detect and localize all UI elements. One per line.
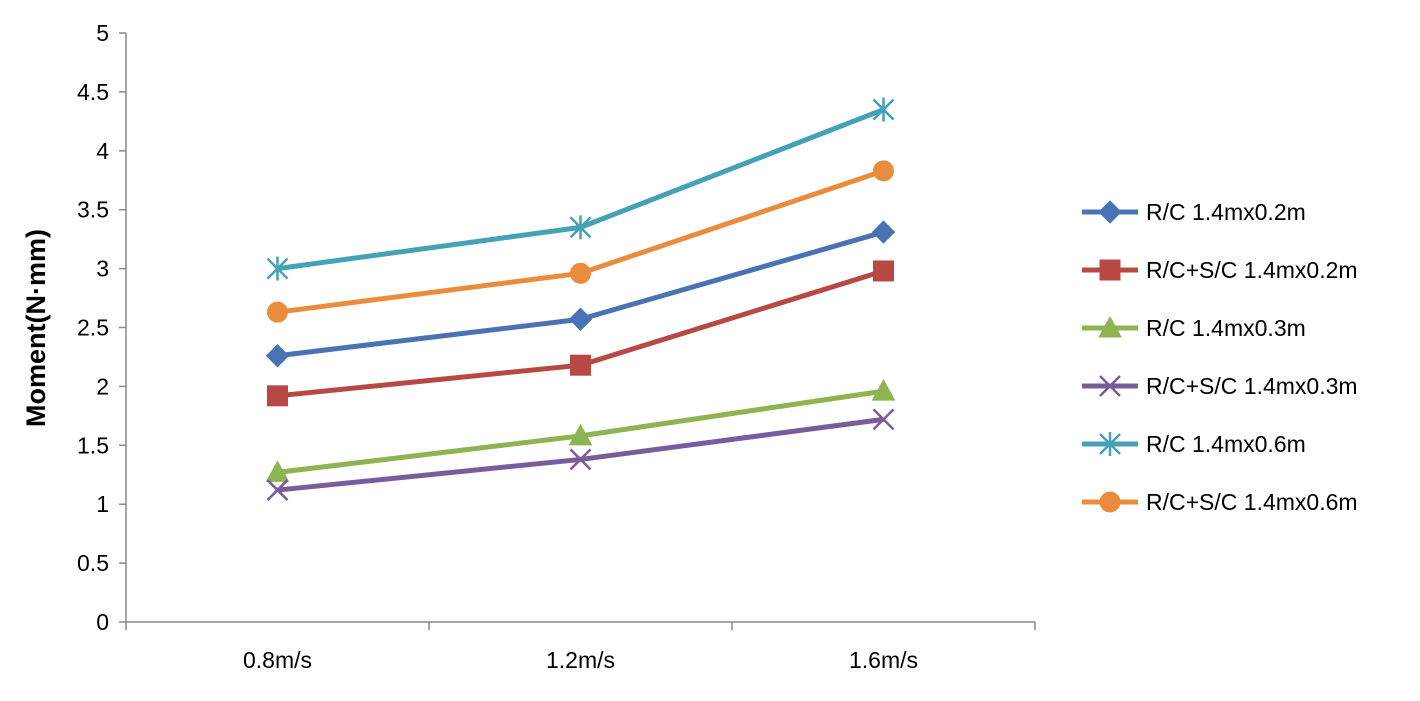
legend-label: R/C+S/C 1.4mx0.2m (1146, 257, 1358, 283)
x-tick-label: 1.6m/s (849, 647, 918, 673)
data-point-legend (1099, 432, 1121, 456)
x-tick-label: 1.2m/s (546, 647, 615, 673)
y-tick-label: 2 (96, 373, 109, 399)
y-tick-label: 4.5 (77, 79, 109, 105)
data-point (266, 256, 289, 281)
data-point (873, 160, 894, 182)
legend-label: R/C 1.4mx0.6m (1146, 431, 1306, 457)
data-point (267, 385, 288, 407)
legend: R/C 1.4mx0.2m R/C+S/C 1.4mx0.2m R/C 1.4mx0… (1082, 199, 1358, 515)
legend-item: R/C 1.4mx0.2m (1082, 199, 1306, 225)
data-point-legend (1099, 491, 1121, 513)
data-point-legend (1099, 375, 1121, 397)
data-point (570, 354, 591, 376)
data-point (872, 408, 895, 431)
series-6 (267, 160, 894, 323)
data-point (267, 301, 288, 323)
y-tick-label: 1.5 (77, 432, 109, 458)
series-line (277, 168, 885, 315)
legend-label: R/C 1.4mx0.2m (1146, 199, 1306, 225)
x-tick-label: 0.8m/s (243, 647, 312, 673)
y-tick-label: 0.5 (77, 550, 109, 576)
y-tick-label: 4 (96, 138, 109, 164)
data-point (266, 479, 289, 501)
legend-item: R/C 1.4mx0.6m (1082, 431, 1306, 457)
y-tick-label: 3.5 (77, 197, 109, 223)
data-point (568, 307, 593, 331)
series-1 (265, 220, 896, 368)
data-point (570, 262, 591, 284)
legend-item: R/C+S/C 1.4mx0.2m (1082, 257, 1358, 283)
data-point (873, 260, 894, 282)
y-axis-title: Moment(N·mm) (21, 229, 51, 427)
axes: 0 0.5 1 1.5 2 2.5 3 3.5 4 4.5 5 0.8m/s 1.2m/s 1.6m/s (77, 20, 1036, 673)
legend-item: R/C+S/C 1.4mx0.6m (1082, 489, 1358, 515)
data-point-legend (1099, 259, 1121, 281)
series-5 (266, 97, 895, 281)
series-lines (265, 97, 896, 501)
legend-item: R/C+S/C 1.4mx0.3m (1082, 373, 1358, 399)
data-point (569, 215, 592, 240)
data-point-legend (1098, 200, 1122, 224)
y-tick-label: 5 (96, 20, 109, 46)
data-point (265, 344, 290, 368)
data-point (871, 379, 896, 401)
data-point (568, 423, 593, 446)
series-3 (265, 379, 896, 482)
legend-label: R/C 1.4mx0.3m (1146, 315, 1306, 341)
data-point (569, 448, 592, 471)
series-2 (267, 260, 894, 407)
data-point-legend (1098, 315, 1122, 338)
legend-label: R/C+S/C 1.4mx0.3m (1146, 373, 1358, 399)
y-tick-label: 1 (96, 491, 109, 517)
legend-label: R/C+S/C 1.4mx0.6m (1146, 489, 1358, 515)
y-tick-label: 2.5 (77, 315, 109, 341)
data-point (871, 220, 896, 244)
series-line (277, 268, 885, 399)
data-point (265, 460, 290, 482)
y-tick-label: 3 (96, 256, 109, 282)
series-line (277, 229, 885, 359)
data-point (872, 97, 895, 122)
series-line (277, 107, 885, 272)
legend-item: R/C 1.4mx0.3m (1082, 315, 1306, 341)
y-tick-label: 0 (96, 609, 109, 635)
series-4 (266, 408, 895, 501)
